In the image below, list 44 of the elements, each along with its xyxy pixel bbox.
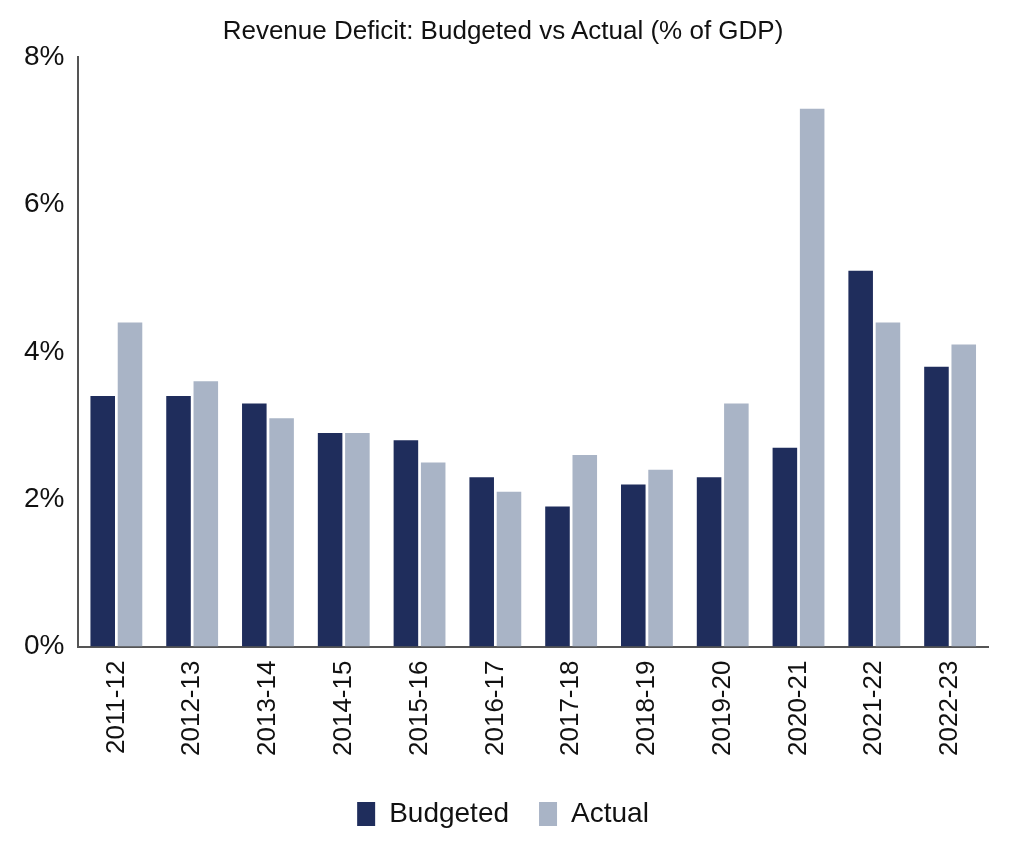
x-tick-label: 2014-15 <box>326 660 357 756</box>
legend-label: Actual <box>571 796 649 828</box>
chart-title: Revenue Deficit: Budgeted vs Actual (% of GDP) <box>222 14 784 45</box>
x-tick-label: 2020-21 <box>781 660 812 756</box>
bar <box>924 366 949 647</box>
bar <box>951 344 977 647</box>
x-tick-label: 2019-20 <box>705 660 736 756</box>
bar <box>420 462 446 647</box>
x-tick-label: 2013-14 <box>251 660 282 756</box>
bar <box>269 418 294 647</box>
legend-label: Budgeted <box>389 796 510 828</box>
bar <box>648 469 673 647</box>
x-tick-label: 2021-22 <box>857 660 888 756</box>
bar <box>848 270 873 647</box>
bar <box>90 396 115 647</box>
bar <box>545 506 570 647</box>
bar <box>393 440 419 647</box>
bar <box>875 322 901 647</box>
x-tick-label: 2022-23 <box>933 660 964 756</box>
bar <box>799 108 825 647</box>
x-tick-label: 2012-13 <box>175 660 206 756</box>
y-tick-label: 4% <box>24 334 65 366</box>
bar <box>242 403 267 647</box>
bar <box>696 477 722 647</box>
y-tick-label: 8% <box>24 39 65 71</box>
x-tick-label: 2017-18 <box>554 660 585 756</box>
y-tick-label: 6% <box>24 187 65 219</box>
y-tick-label: 2% <box>24 481 65 513</box>
bar <box>345 432 370 647</box>
x-tick-label: 2011-12 <box>99 660 130 755</box>
x-tick-label: 2015-16 <box>402 660 433 756</box>
bar <box>621 484 646 647</box>
bar <box>496 491 522 647</box>
bar <box>193 381 219 647</box>
bar <box>469 477 494 647</box>
bar <box>772 447 798 647</box>
x-tick-label: 2018-19 <box>630 660 661 756</box>
bar <box>724 403 749 647</box>
y-tick-label: 0% <box>24 629 65 661</box>
bar <box>572 455 598 647</box>
bar <box>166 396 191 647</box>
x-tick-label: 2016-17 <box>478 660 509 756</box>
bar <box>317 432 343 647</box>
bar <box>117 322 143 647</box>
